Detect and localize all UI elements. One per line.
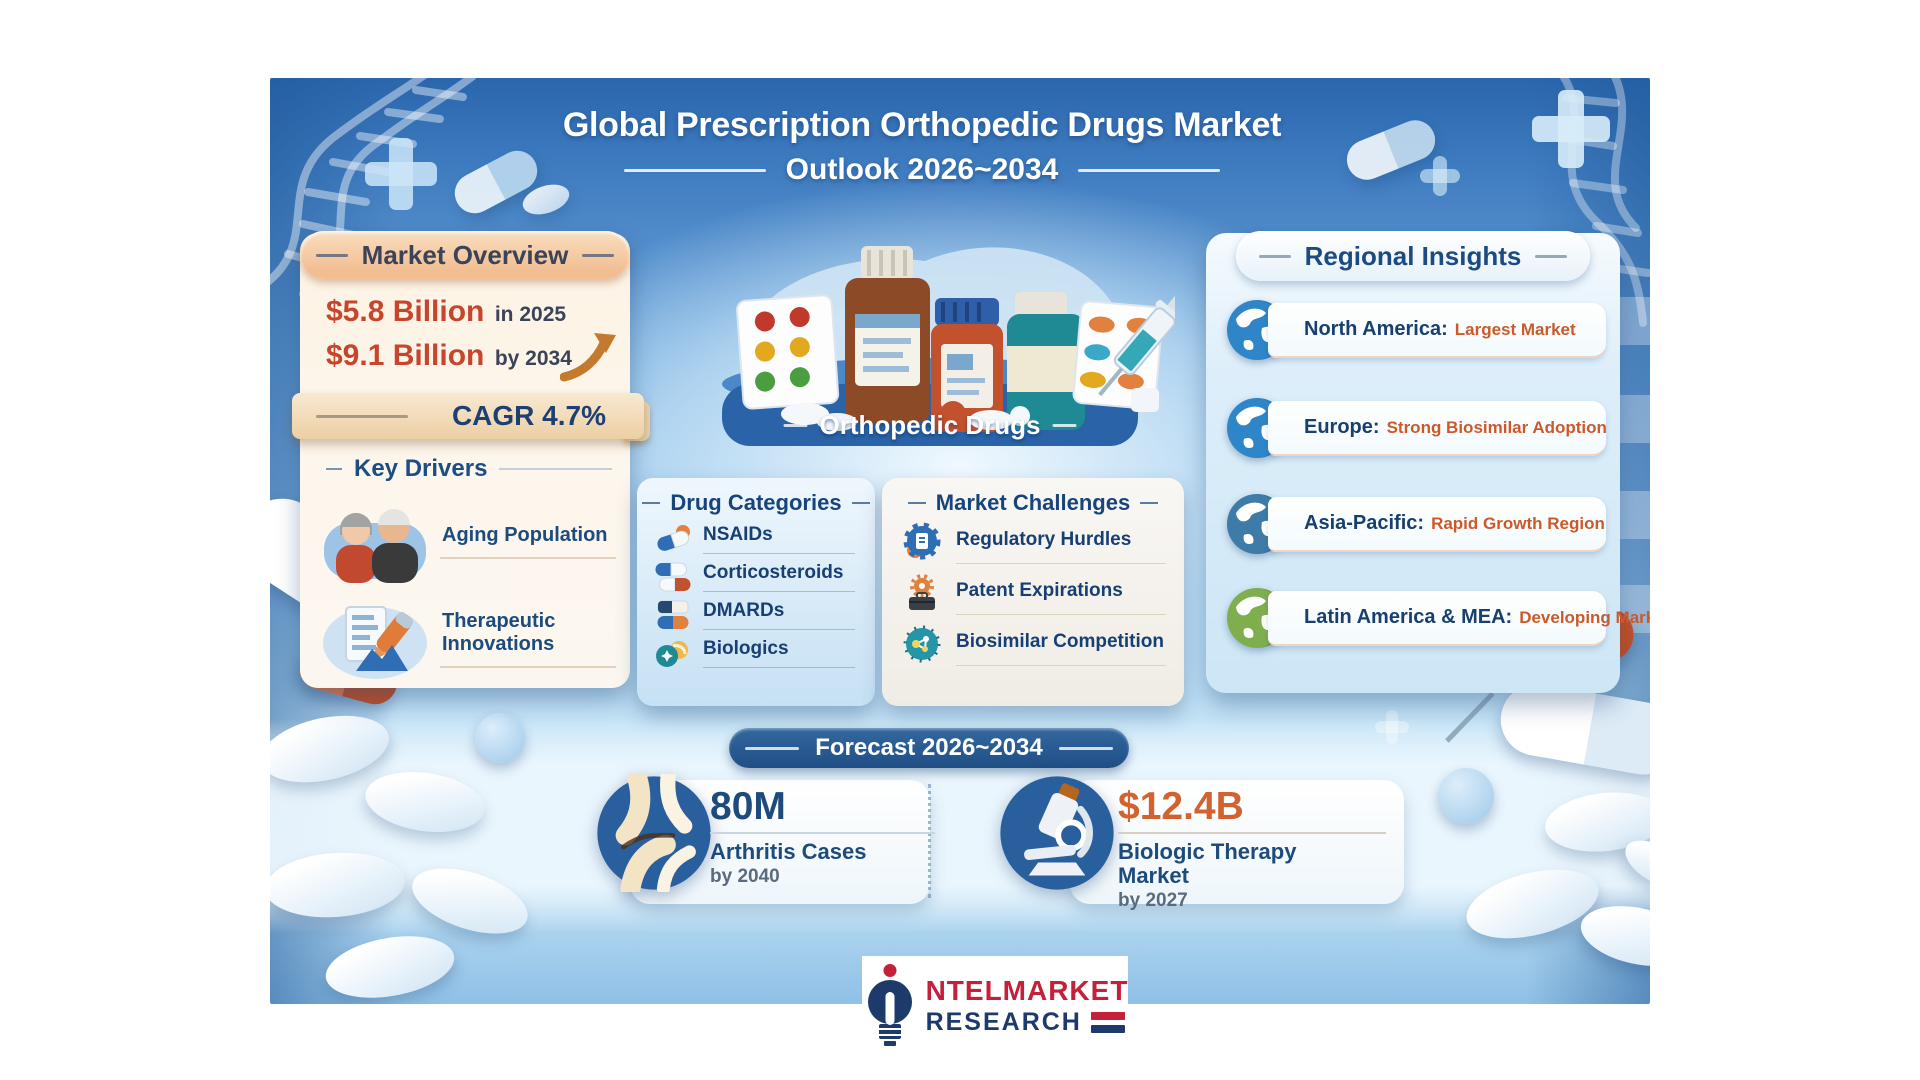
key-driver-aging-population: Aging Population — [316, 491, 616, 587]
innovation-document-icon — [323, 606, 427, 679]
challenge-label: Biosimilar Competition — [956, 621, 1166, 666]
market-size-2034: $9.1 Billion by 2034 — [326, 339, 620, 373]
region-europe: Europe: Strong Biosimilar Adoption — [1224, 395, 1607, 461]
challenge-regulatory-hurdles: Regulatory Hurdles — [902, 516, 1166, 567]
challenge-label: Regulatory Hurdles — [956, 519, 1166, 564]
key-drivers-title: Key Drivers — [354, 455, 488, 482]
round-pill-decoration — [1438, 768, 1494, 824]
intelmarket-research-logo: NTELMARKET RESEARCH — [862, 956, 1128, 1056]
market-challenges-panel: Market Challenges Regulatory Hurdles — [882, 478, 1184, 706]
category-dmards: DMARDs — [653, 600, 875, 630]
key-driver-label: Therapeutic Innovations — [440, 606, 616, 668]
region-bar: Asia-Pacific: Rapid Growth Region — [1268, 497, 1606, 552]
microscope-icon — [1000, 776, 1114, 890]
drug-categories-header: Drug Categories — [637, 478, 875, 516]
region-latin-america-mea: Latin America & MEA: Developing Markets — [1224, 585, 1650, 651]
center-illustration: Orthopedic Drugs — [685, 206, 1196, 468]
subtitle-text: Outlook 2026~2034 — [785, 153, 1059, 186]
region-asia-pacific: Asia-Pacific: Rapid Growth Region — [1224, 491, 1606, 557]
forecast-header-bar: Forecast 2026~2034 — [729, 728, 1129, 768]
region-north-america: North America: Largest Market — [1224, 297, 1606, 363]
infographic-subtitle: Outlook 2026~2034 — [270, 153, 1612, 187]
center-illustration-caption: Orthopedic Drugs — [783, 410, 1077, 441]
logo-text: NTELMARKET RESEARCH — [926, 977, 1129, 1035]
category-label: DMARDs — [703, 600, 855, 630]
infographic-canvas: Global Prescription Orthopedic Drugs Mar… — [270, 78, 1650, 1004]
category-corticosteroids: Corticosteroids — [653, 562, 875, 592]
regional-insights-header: Regional Insights — [1236, 231, 1590, 281]
market-value-2034: $9.1 Billion — [326, 339, 485, 372]
forecast-title: Forecast 2026~2034 — [815, 734, 1043, 761]
market-year-2025: in 2025 — [494, 303, 567, 326]
pill-decoration — [320, 927, 460, 1004]
title-block: Global Prescription Orthopedic Drugs Mar… — [270, 106, 1612, 187]
category-label: Corticosteroids — [703, 562, 855, 592]
logo-brand-line1: NTELMARKET — [925, 975, 1129, 1006]
forecast-stat-arthritis: 80M Arthritis Cases by 2040 — [710, 786, 950, 888]
pill-pack-capsule-icon — [657, 600, 689, 629]
market-overview-panel: Market Overview $5.8 Billion in 2025 $9.… — [292, 231, 650, 688]
medical-cross-icon — [1532, 90, 1610, 168]
challenge-label: Patent Expirations — [956, 570, 1166, 615]
drug-categories-panel: Drug Categories NSAIDs Cortico — [637, 478, 875, 706]
market-value-2025: $5.8 Billion — [326, 295, 485, 328]
badge-document-icon — [903, 522, 941, 559]
round-pills-icon — [656, 641, 688, 667]
forecast-card-biologic — [1070, 780, 1404, 904]
regional-insights-panel: Regional Insights North America: Largest… — [1206, 231, 1650, 693]
lightbulb-i-icon — [862, 962, 918, 1050]
elderly-couple-icon — [324, 509, 426, 583]
region-bar: Europe: Strong Biosimilar Adoption — [1268, 401, 1607, 456]
arthritis-cases-year: by 2040 — [710, 866, 780, 887]
gear-briefcase-icon — [909, 573, 935, 610]
knee-joint-icon — [597, 774, 711, 892]
biologic-market-label: Biologic Therapy Market — [1118, 839, 1297, 888]
forecast-stat-biologic: $12.4B Biologic Therapy Market by 2027 — [1118, 786, 1386, 912]
category-label: Biologics — [703, 638, 855, 668]
capsule-icon — [657, 525, 690, 551]
category-nsaids: NSAIDs — [653, 524, 875, 554]
logo-bars-icon — [1090, 1012, 1125, 1033]
medicine-bottles-pills-syringe — [722, 246, 1196, 446]
biologic-market-year: by 2027 — [1118, 890, 1188, 911]
round-pill-decoration — [475, 713, 525, 763]
cagr-banner: CAGR 4.7% — [292, 393, 644, 439]
market-challenges-header: Market Challenges — [882, 478, 1184, 516]
molecule-circle-icon — [903, 625, 941, 662]
forecast-divider — [928, 784, 931, 898]
region-bar: North America: Largest Market — [1268, 303, 1606, 358]
biologic-market-value: $12.4B — [1118, 786, 1386, 834]
challenge-biosimilar-competition: Biosimilar Competition — [902, 618, 1166, 669]
challenge-patent-expirations: Patent Expirations — [902, 567, 1166, 618]
region-bar: Latin America & MEA: Developing Markets — [1268, 591, 1650, 646]
category-biologics: Biologics — [653, 638, 875, 668]
growth-arrow-icon — [560, 333, 616, 382]
market-size-stats: $5.8 Billion in 2025 $9.1 Billion by 203… — [326, 295, 620, 383]
two-capsules-icon — [655, 562, 691, 592]
key-drivers-header: Key Drivers — [326, 455, 612, 483]
subtitle-dash-left — [623, 168, 766, 172]
market-year-2034: by 2034 — [494, 347, 572, 370]
market-overview-header: Market Overview — [300, 231, 630, 279]
key-driver-therapeutic-innovations: Therapeutic Innovations — [316, 589, 616, 685]
category-label: NSAIDs — [703, 524, 855, 554]
medical-cross-icon — [1420, 156, 1460, 196]
market-overview-title: Market Overview — [361, 239, 569, 270]
orthopedic-drugs-label: Orthopedic Drugs — [819, 410, 1041, 440]
market-size-2025: $5.8 Billion in 2025 — [326, 295, 620, 329]
logo-brand-line2: RESEARCH — [925, 1008, 1082, 1036]
infographic-title: Global Prescription Orthopedic Drugs Mar… — [562, 106, 1282, 144]
medical-cross-icon — [365, 138, 437, 210]
arthritis-cases-label: Arthritis Cases — [710, 839, 867, 864]
subtitle-dash-right — [1078, 168, 1221, 172]
arthritis-cases-value: 80M — [710, 786, 935, 834]
key-driver-label: Aging Population — [440, 520, 616, 559]
